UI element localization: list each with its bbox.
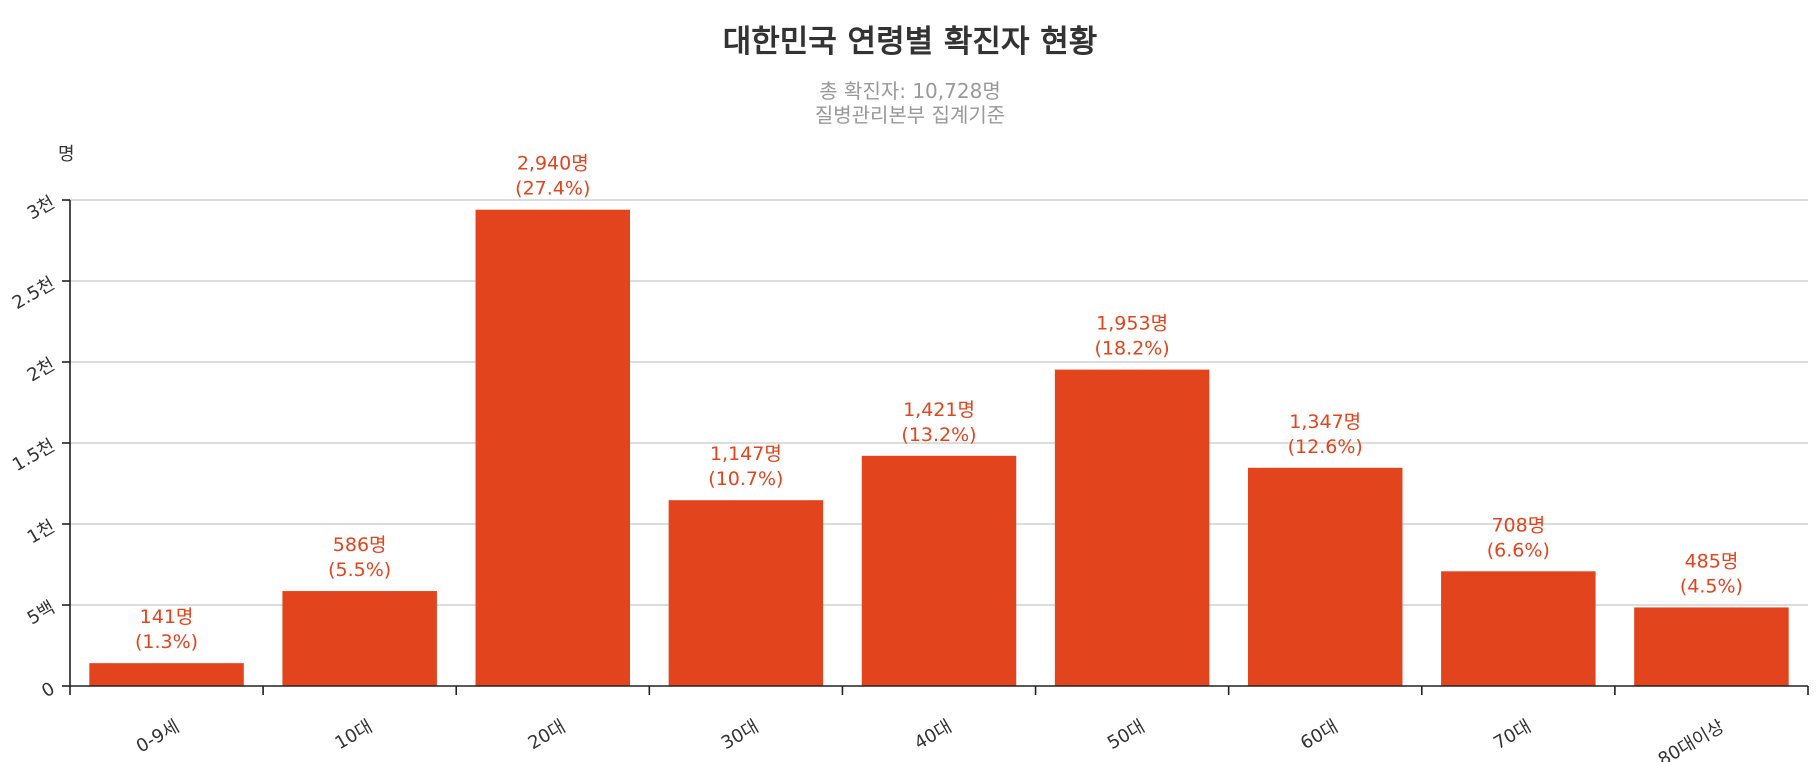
data-label-percent: (1.3%)	[135, 631, 198, 653]
data-label-percent: (13.2%)	[901, 424, 976, 446]
y-tick-label: 1천	[24, 516, 59, 548]
chart-title: 대한민국 연령별 확진자 현황	[723, 24, 1098, 60]
x-tick-label: 70대	[1490, 716, 1535, 754]
bar[interactable]	[1247, 467, 1403, 686]
y-tick-label: 2.5천	[9, 273, 59, 314]
y-tick-label: 3천	[24, 192, 59, 224]
bar[interactable]	[668, 500, 824, 686]
bar[interactable]	[475, 209, 631, 686]
x-tick-label: 0-9세	[133, 716, 183, 757]
x-tick-label: 60대	[1297, 716, 1342, 754]
data-label-percent: (4.5%)	[1680, 575, 1743, 597]
data-label-percent: (27.4%)	[515, 178, 590, 200]
y-tick-label: 1.5천	[9, 435, 59, 476]
data-label-count: 1,347명	[1289, 411, 1361, 433]
y-axis-unit-label: 명	[58, 144, 75, 165]
data-label-count: 586명	[333, 534, 387, 556]
x-tick-label: 20대	[525, 716, 570, 754]
data-label-count: 1,953명	[1096, 313, 1168, 335]
bar[interactable]	[282, 591, 437, 686]
x-tick-label: 30대	[718, 716, 763, 754]
bar[interactable]	[1054, 369, 1210, 686]
data-label-count: 1,147명	[710, 443, 782, 465]
data-labels: 141명 (1.3%) 586명 (5.5%) 2,940명 (27.4%) 1,147명 (…	[135, 153, 1743, 653]
bar[interactable]	[1441, 571, 1596, 686]
data-label-count: 141명	[140, 606, 194, 628]
data-label-percent: (10.7%)	[708, 468, 783, 490]
data-label-count: 708명	[1491, 514, 1545, 536]
bar[interactable]	[861, 455, 1017, 686]
data-label-percent: (5.5%)	[328, 559, 391, 581]
x-tick-label: 50대	[1104, 716, 1149, 754]
data-label-count: 1,421명	[903, 399, 975, 421]
bars	[89, 209, 1789, 686]
y-tick-label: 2천	[24, 354, 59, 386]
x-tick-label: 80대이상	[1655, 716, 1728, 762]
data-label-count: 485명	[1685, 550, 1739, 572]
chart-subtitle-line-1: 총 확진자: 10,728명	[819, 79, 1000, 103]
data-label-percent: (18.2%)	[1095, 338, 1170, 360]
x-tick-label: 40대	[911, 716, 956, 754]
data-label-count: 2,940명	[517, 153, 589, 175]
y-tick-label: 0	[38, 678, 58, 702]
x-tick-label: 10대	[331, 716, 376, 754]
bar[interactable]	[89, 663, 244, 686]
data-label-percent: (12.6%)	[1288, 436, 1363, 458]
y-tick-label: 5백	[24, 597, 59, 629]
data-label-percent: (6.6%)	[1487, 539, 1550, 561]
chart-subtitle-line-2: 질병관리본부 집계기준	[815, 103, 1005, 127]
bar[interactable]	[1634, 607, 1789, 686]
